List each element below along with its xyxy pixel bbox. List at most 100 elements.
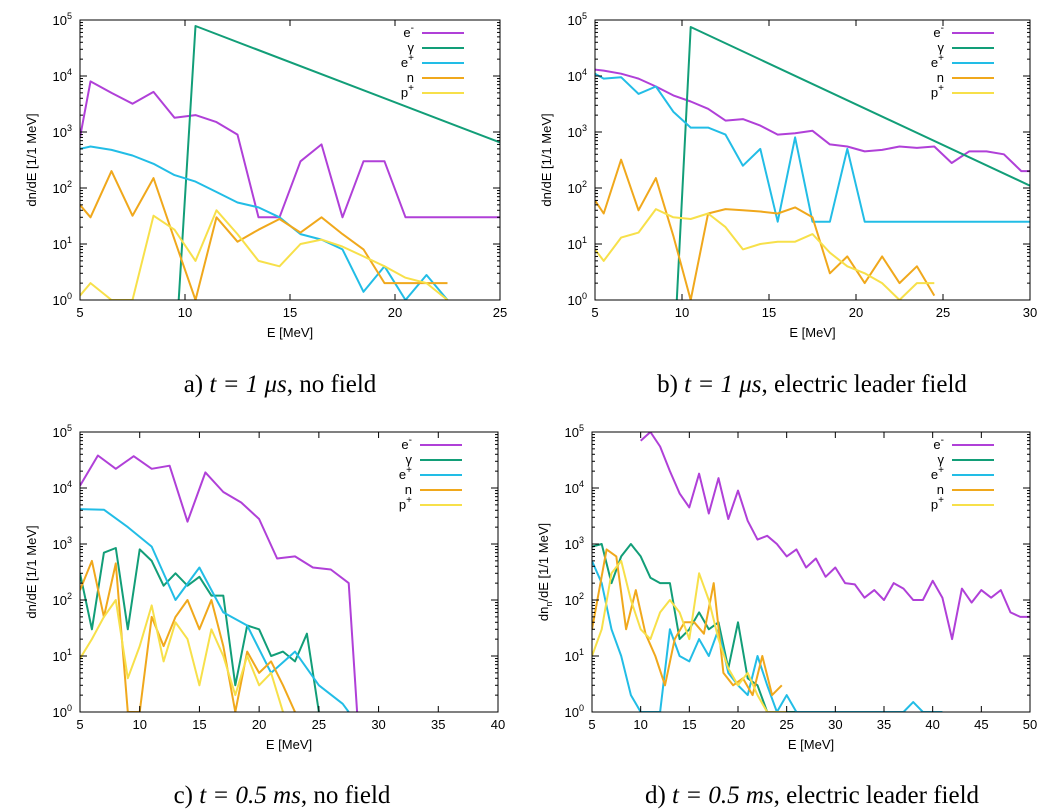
plot-area [592,432,1030,712]
x-tick-label: 10 [178,305,192,320]
y-tick-label: 104 [53,479,72,496]
x-tick-label: 30 [371,717,385,732]
legend: e-γe+np+ [931,435,994,512]
y-tick-label: 102 [568,179,587,196]
x-tick-label: 5 [588,717,595,732]
series-line-n [595,158,936,300]
x-tick-label: 25 [493,305,507,320]
y-tick-label: 105 [53,423,72,440]
y-tick-label: 101 [53,647,72,664]
panel-d: 5 10 15 20 25 30 35 40 45 50 100 101 102 103 104 105 E [… [536,423,1037,809]
panel-c: 5 10 15 20 25 30 35 40 100 101 102 103 104 105 E [MeV]… [24,423,505,809]
series-line-n [80,170,448,300]
panel-caption: a) t = 1 μs, no field [184,371,377,398]
series-line-p+ [80,599,284,712]
legend-label: n [407,70,414,85]
y-axis-label: dnn/dE [1/1 MeV] [536,523,554,621]
x-tick-label: 5 [76,305,83,320]
legend-label: p+ [931,83,944,100]
x-tick-label: 20 [252,717,266,732]
legend: e-γe+np+ [401,23,464,100]
x-axis-label: E [MeV] [266,737,312,752]
series-line-γ [177,25,500,300]
legend-label: n [937,482,944,497]
plot-frame [594,19,1031,301]
y-tick-label: 100 [53,291,72,308]
y-tick-label: 104 [565,479,584,496]
legend-label: p+ [931,495,944,512]
y-tick-label: 101 [53,235,72,252]
series-line-γ [675,26,1030,300]
series-line-n [80,559,296,712]
series-line-e+ [80,145,449,300]
x-tick-label: 40 [925,717,939,732]
y-tick-label: 100 [568,291,587,308]
legend-label: γ [408,40,415,55]
x-tick-label: 45 [974,717,988,732]
y-tick-label: 104 [568,67,587,84]
series-line-e- [80,454,359,712]
y-tick-label: 105 [568,11,587,28]
plot-frame [79,431,499,713]
y-tick-label: 104 [53,67,72,84]
series-line-γ [80,547,320,712]
legend: e-γe+np+ [931,23,994,100]
panel-a: 5 10 15 20 25 100 101 102 103 104 105 E [MeV] dn/dE … [24,11,507,398]
series-line-e- [640,432,1030,641]
x-tick-label: 15 [283,305,297,320]
x-tick-label: 25 [312,717,326,732]
legend: e-γe+np+ [399,435,462,512]
legend-label: e- [401,435,412,452]
y-tick-label: 102 [53,591,72,608]
y-axis-label: dn/dE [1/1 MeV] [24,113,39,206]
x-tick-label: 35 [431,717,445,732]
panel-caption: b) t = 1 μs, electric leader field [657,371,967,398]
x-tick-label: 20 [731,717,745,732]
x-axis-label: E [MeV] [267,325,313,340]
x-tick-label: 40 [491,717,505,732]
x-tick-label: 25 [779,717,793,732]
legend-label: n [405,482,412,497]
legend-label: e- [933,23,944,40]
y-tick-label: 100 [53,703,72,720]
legend-label: e+ [399,465,412,482]
y-axis-label: dn/dE [1/1 MeV] [24,525,39,618]
x-tick-label: 50 [1023,717,1037,732]
series-line-p+ [595,208,935,300]
y-tick-label: 102 [565,591,584,608]
y-tick-label: 102 [53,179,72,196]
y-tick-label: 103 [53,535,72,552]
x-tick-label: 15 [682,717,696,732]
legend-label: e- [403,23,414,40]
x-tick-label: 30 [1023,305,1037,320]
legend-label: p+ [399,495,412,512]
x-axis-label: E [MeV] [788,737,834,752]
panel-caption: d) t = 0.5 ms, electric leader field [645,782,980,809]
legend-label: γ [938,40,945,55]
legend-label: e+ [931,53,944,70]
legend-label: γ [938,452,945,467]
legend-label: e- [933,435,944,452]
panel-caption: c) t = 0.5 ms, no field [174,782,391,809]
plot-area [80,454,359,712]
x-tick-label: 15 [762,305,776,320]
series-line-e+ [80,508,350,712]
x-tick-label: 5 [76,717,83,732]
x-tick-label: 10 [633,717,647,732]
y-tick-label: 101 [568,235,587,252]
legend-label: n [937,70,944,85]
y-tick-label: 100 [565,703,584,720]
series-line-p+ [592,559,787,712]
x-tick-label: 25 [936,305,950,320]
x-tick-label: 20 [388,305,402,320]
series-line-n [592,548,783,697]
x-tick-label: 20 [849,305,863,320]
legend-label: γ [406,452,413,467]
y-tick-label: 103 [565,535,584,552]
y-axis-label: dn/dE [1/1 MeV] [539,113,554,206]
x-axis-label: E [MeV] [789,325,835,340]
series-line-e+ [595,72,1030,223]
plot-frame [591,431,1031,713]
x-tick-label: 10 [132,717,146,732]
